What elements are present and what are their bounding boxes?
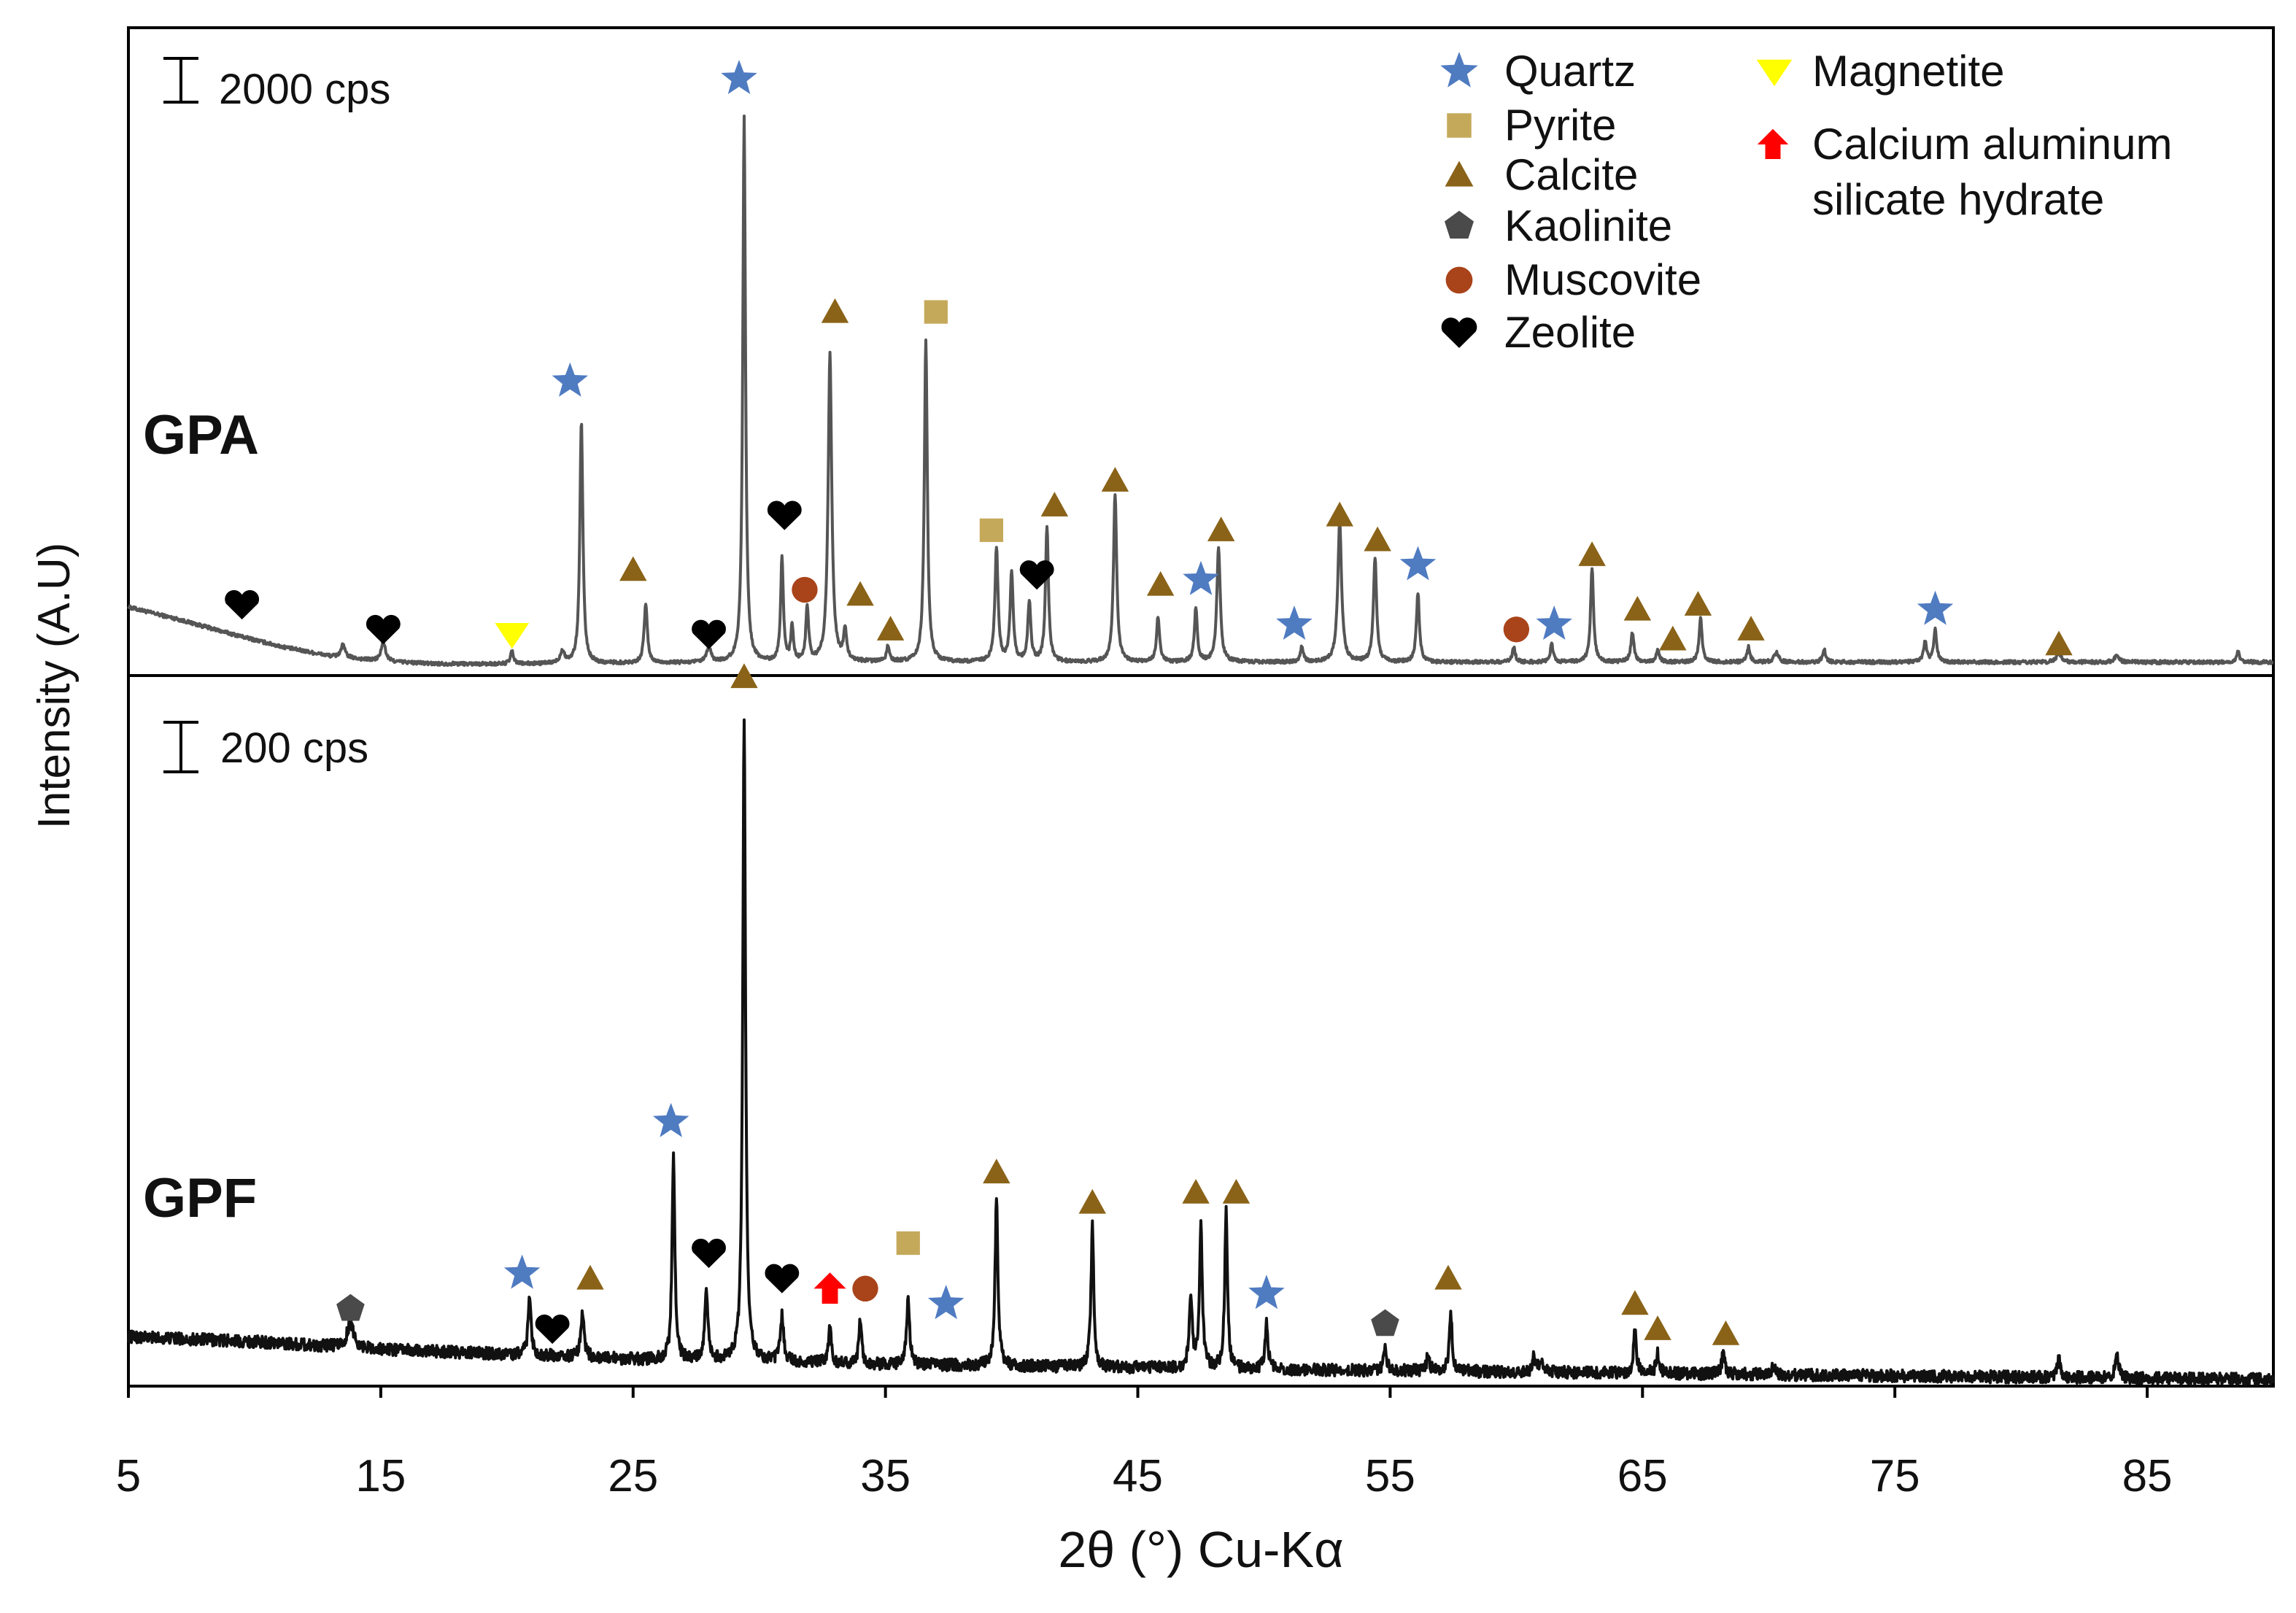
legend-calcite-symbol [1445,160,1474,187]
gpa-quartz-marker-3 [552,362,588,397]
gpa-quartz-marker-23 [1399,546,1437,581]
x-tick-label-85: 85 [2122,1451,2173,1501]
gpa-calcite-marker-26 [1578,541,1606,566]
gpa-muscovite-marker-8 [792,576,818,603]
legend-kaolinite-symbol [1445,210,1474,239]
legend-kaolinite-label: Kaolinite [1504,201,1672,250]
gpf-calcite-marker-3 [576,1264,604,1290]
gpf-zeolite-marker-2 [535,1314,570,1345]
gpa-calcite-marker-4 [619,556,647,581]
gpf-cash-marker-8 [813,1272,846,1304]
gpa-muscovite-marker-24 [1503,616,1530,643]
x-tick-label-5: 5 [116,1451,141,1501]
gpa-calcite-marker-16 [1101,467,1129,492]
gpa-calcite-marker-17 [1146,570,1175,596]
legend-cash-symbol [1757,128,1789,159]
gpa-quartz-marker-20 [1276,606,1313,640]
gpa-calcite-marker-19 [1207,517,1235,541]
gpf-panel-label: GPF [143,1167,257,1229]
x-tick-label-55: 55 [1365,1451,1415,1501]
legend-magnetite-label: Magnetite [1812,47,2005,96]
legend-pyrite-symbol [1447,113,1472,138]
legend-zeolite-label: Zeolite [1504,308,1636,357]
gpa-pyrite-marker-13 [979,518,1004,542]
legend-cash-label-line1: Calcium aluminum [1812,120,2172,169]
x-tick-label-45: 45 [1113,1451,1163,1501]
gpa-calcite-marker-15 [1040,492,1069,517]
gpa-calcite-marker-22 [1364,526,1391,552]
gpf-scale-bar: 200 cps [163,721,368,773]
gpa-pyrite-marker-12 [924,300,948,324]
gpf-quartz-marker-11 [927,1285,965,1320]
gpa-scale-bar-label: 2000 cps [219,66,390,113]
gpa-quartz-marker-25 [1536,606,1572,640]
gpa-calcite-marker-32 [2045,630,2073,656]
gpf-diffraction-trace [127,718,2275,1388]
gpa-quartz-marker-6 [721,60,757,94]
gpa-calcite-marker-28 [1659,625,1687,651]
gpf-kaolinite-marker-0 [336,1293,365,1321]
legend-calcite-label: Calcite [1504,150,1638,199]
gpf-quartz-marker-1 [503,1254,541,1289]
gpa-calcite-marker-21 [1326,501,1353,527]
gpf-panel: GPF 200 cps [127,663,2275,1388]
gpa-zeolite-marker-1 [366,614,401,645]
legend-quartz-symbol [1440,52,1478,88]
gpf-pyrite-marker-10 [896,1231,920,1256]
legend-muscovite-label: Muscovite [1504,255,1701,304]
gpf-calcite-marker-14 [1182,1178,1210,1204]
x-axis-label: 2θ (°) Cu-Kα [1058,1521,1343,1578]
x-tick-label-75: 75 [1870,1451,1920,1501]
gpf-scale-bar-label: 200 cps [220,724,368,772]
gpf-kaolinite-marker-17 [1371,1309,1399,1337]
x-axis-ticks: 5 15 25 35 45 55 65 75 85 [116,1386,2173,1501]
gpf-calcite-marker-19 [1621,1290,1649,1315]
gpf-calcite-marker-13 [1078,1188,1106,1214]
gpa-quartz-marker-31 [1917,590,1954,625]
gpa-scale-bar: 2000 cps [163,57,390,113]
gpa-calcite-marker-10 [846,581,874,606]
gpa-magnetite-marker-2 [495,623,530,649]
gpf-zeolite-marker-5 [692,1238,726,1269]
gpa-panel-label: GPA [143,404,259,466]
legend-muscovite-symbol [1445,266,1473,294]
legend-zeolite-symbol [1441,317,1477,349]
gpf-quartz-marker-4 [652,1102,689,1137]
gpa-calcite-marker-9 [821,298,849,323]
gpf-calcite-marker-20 [1644,1315,1671,1340]
gpa-zeolite-marker-14 [1019,560,1054,590]
gpf-zeolite-marker-7 [765,1264,800,1293]
x-tick-label-35: 35 [860,1451,911,1501]
gpa-zeolite-marker-5 [692,619,726,649]
gpa-calcite-marker-30 [1737,616,1765,641]
gpa-calcite-marker-29 [1684,591,1712,616]
gpa-phase-markers [225,60,2073,656]
legend-pyrite-label: Pyrite [1504,101,1616,150]
legend-quartz-label: Quartz [1504,47,1636,96]
gpa-calcite-marker-11 [876,616,905,641]
gpa-panel: GPA 2000 cps Quartz PyriteCalciteKaolinit… [127,26,2275,677]
gpa-zeolite-marker-7 [767,500,802,530]
legend-cash-label-line2: silicate hydrate [1812,175,2104,224]
gpa-diffraction-trace [127,115,2275,668]
gpf-muscovite-marker-9 [852,1275,878,1302]
legend-magnetite-symbol [1756,59,1793,87]
gpf-calcite-marker-21 [1712,1320,1740,1345]
y-axis-label: Intensity (A.U) [29,543,80,829]
gpf-calcite-marker-6 [730,663,758,689]
gpa-quartz-marker-18 [1183,560,1219,595]
x-tick-label-25: 25 [608,1451,658,1501]
gpf-phase-markers [336,663,1740,1345]
gpf-calcite-marker-15 [1222,1178,1251,1204]
gpa-zeolite-marker-0 [225,589,260,620]
gpf-quartz-marker-16 [1248,1274,1285,1310]
gpf-panel-frame [127,674,2275,1388]
gpf-calcite-marker-12 [983,1159,1010,1184]
x-tick-label-65: 65 [1617,1451,1668,1501]
x-tick-label-15: 15 [355,1451,406,1501]
gpa-calcite-marker-27 [1623,595,1652,621]
gpf-calcite-marker-18 [1434,1264,1462,1290]
